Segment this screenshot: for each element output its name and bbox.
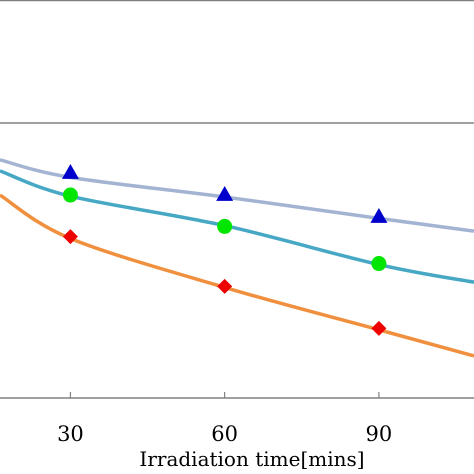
series-line-3 xyxy=(0,193,474,358)
series-1-point-1 xyxy=(61,164,79,179)
series-2-point-3 xyxy=(371,256,387,272)
series-2-point-1 xyxy=(62,187,78,203)
x-axis-ticks: 30 60 90 xyxy=(57,392,392,446)
marker-layer xyxy=(61,164,388,336)
series-1-point-2 xyxy=(216,186,234,201)
series-3-point-1 xyxy=(62,229,78,245)
x-tick-label-2: 60 xyxy=(211,422,238,446)
x-tick-label-1: 30 xyxy=(57,422,84,446)
x-axis-title: Irradiation time[mins] xyxy=(139,447,364,471)
series-3-point-3 xyxy=(371,320,387,336)
series-3-point-2 xyxy=(217,278,233,294)
upper-panel-frame xyxy=(0,0,474,124)
series-2-point-2 xyxy=(217,218,233,234)
series-1-point-3 xyxy=(370,208,388,223)
x-tick-label-3: 90 xyxy=(366,422,393,446)
